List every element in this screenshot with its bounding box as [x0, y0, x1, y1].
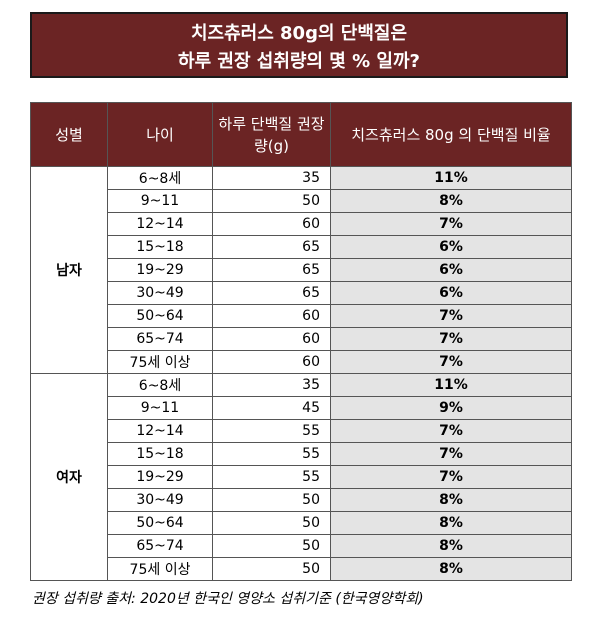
percent-cell: 11% [330, 373, 572, 397]
header-percent: 치즈츄러스 80g 의 단백질 비율 [330, 102, 572, 167]
percent-cell: 11% [330, 166, 572, 190]
table-row: 여자 6~8세 35 11% [30, 373, 572, 581]
recommended-cell: 50 [212, 511, 331, 535]
table-row: 30~49 50 8% [31, 488, 572, 512]
age-cell: 50~64 [107, 511, 213, 535]
table-row: 15~18 55 7% [31, 442, 572, 466]
percent-cell: 7% [330, 465, 572, 489]
table-row: 12~14 55 7% [31, 419, 572, 443]
header-recommended: 하루 단백질 권장량(g) [212, 102, 331, 167]
age-cell: 50~64 [107, 304, 213, 328]
source-note: 권장 섭취량 출처: 2020년 한국인 영양소 섭취기준 (한국영양학회) [32, 591, 424, 607]
recommended-cell: 50 [212, 534, 331, 558]
recommended-cell: 60 [212, 350, 331, 374]
percent-cell: 7% [330, 212, 572, 236]
age-cell: 75세 이상 [107, 350, 213, 374]
percent-cell: 8% [330, 534, 572, 558]
percent-cell: 6% [330, 258, 572, 282]
age-cell: 12~14 [107, 212, 213, 236]
recommended-cell: 45 [212, 396, 331, 420]
table-row: 50~64 50 8% [31, 511, 572, 535]
percent-cell: 6% [330, 281, 572, 305]
table-row: 9~11 50 8% [31, 189, 572, 213]
percent-cell: 7% [330, 304, 572, 328]
age-cell: 9~11 [107, 396, 213, 420]
table-row: 75세 이상 50 8% [31, 557, 572, 581]
recommended-cell: 50 [212, 189, 331, 213]
percent-cell: 8% [330, 557, 572, 581]
percent-cell: 9% [330, 396, 572, 420]
age-cell: 9~11 [107, 189, 213, 213]
recommended-cell: 60 [212, 304, 331, 328]
table-row: 19~29 65 6% [31, 258, 572, 282]
age-cell: 65~74 [107, 327, 213, 351]
header-sex: 성별 [30, 102, 108, 167]
protein-table: 성별 나이 하루 단백질 권장량(g) 치즈츄러스 80g 의 단백질 비율 남… [30, 102, 572, 581]
recommended-cell: 35 [212, 373, 331, 397]
age-cell: 19~29 [107, 465, 213, 489]
percent-cell: 7% [330, 442, 572, 466]
header-age: 나이 [107, 102, 213, 167]
table-header-row: 성별 나이 하루 단백질 권장량(g) 치즈츄러스 80g 의 단백질 비율 [30, 102, 572, 167]
recommended-cell: 35 [212, 166, 331, 190]
age-cell: 30~49 [107, 281, 213, 305]
percent-cell: 7% [330, 350, 572, 374]
recommended-cell: 50 [212, 557, 331, 581]
sex-label: 남자 [30, 166, 108, 374]
table-row: 30~49 65 6% [31, 281, 572, 305]
table-row: 65~74 50 8% [31, 534, 572, 558]
recommended-cell: 60 [212, 212, 331, 236]
recommended-cell: 60 [212, 327, 331, 351]
recommended-cell: 55 [212, 419, 331, 443]
table-body: 남자 6~8세 35 11% 9~11 50 8% 12~14 60 7% 15~18 65 6% 19~… [30, 166, 572, 581]
recommended-cell: 65 [212, 235, 331, 259]
table-row: 75세 이상 60 7% [31, 350, 572, 374]
age-cell: 15~18 [107, 442, 213, 466]
table-row: 남자 6~8세 35 11% [30, 166, 572, 374]
age-cell: 75세 이상 [107, 557, 213, 581]
table-row: 19~29 55 7% [31, 465, 572, 489]
percent-cell: 8% [330, 511, 572, 535]
percent-cell: 6% [330, 235, 572, 259]
percent-cell: 8% [330, 488, 572, 512]
recommended-cell: 65 [212, 281, 331, 305]
age-cell: 65~74 [107, 534, 213, 558]
title-line-1: 치즈츄러스 80g의 단백질은 [190, 23, 408, 44]
title-banner: 치즈츄러스 80g의 단백질은 하루 권장 섭취량의 몇 % 일까? [30, 12, 568, 78]
recommended-cell: 50 [212, 488, 331, 512]
recommended-cell: 65 [212, 258, 331, 282]
table-row: 9~11 45 9% [31, 396, 572, 420]
table-row: 15~18 65 6% [31, 235, 572, 259]
table-row: 50~64 60 7% [31, 304, 572, 328]
age-cell: 15~18 [107, 235, 213, 259]
table-row: 12~14 60 7% [31, 212, 572, 236]
age-cell: 19~29 [107, 258, 213, 282]
age-cell: 30~49 [107, 488, 213, 512]
recommended-cell: 55 [212, 442, 331, 466]
percent-cell: 7% [330, 419, 572, 443]
age-cell: 6~8세 [107, 373, 213, 397]
age-cell: 12~14 [107, 419, 213, 443]
title-line-2: 하루 권장 섭취량의 몇 % 일까? [178, 51, 420, 72]
percent-cell: 7% [330, 327, 572, 351]
age-cell: 6~8세 [107, 166, 213, 190]
sex-label: 여자 [30, 373, 108, 581]
percent-cell: 8% [330, 189, 572, 213]
table-row: 65~74 60 7% [31, 327, 572, 351]
recommended-cell: 55 [212, 465, 331, 489]
